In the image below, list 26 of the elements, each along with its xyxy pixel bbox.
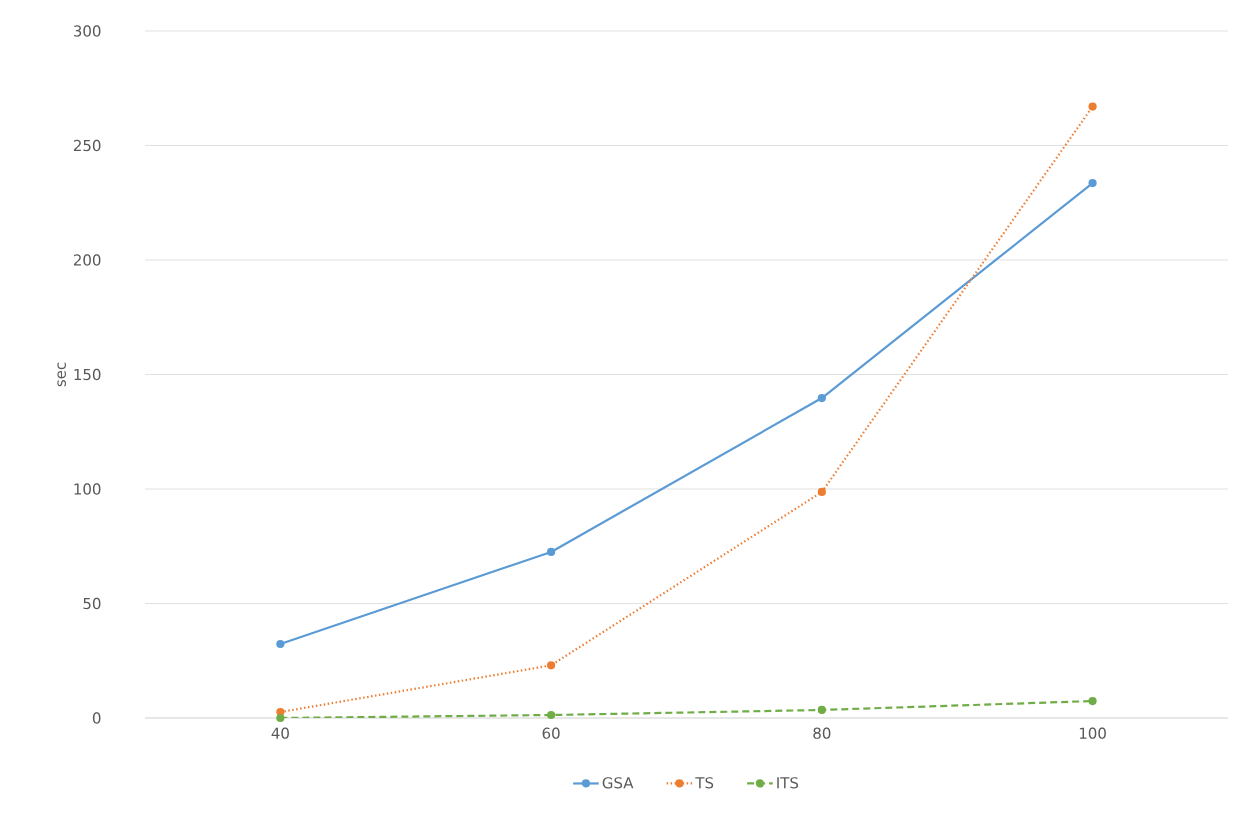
x-tick-label: 80	[813, 727, 831, 739]
y-tick-label: 100	[74, 483, 101, 495]
y-tick-label: 150	[74, 368, 101, 381]
y-axis-title: sec	[57, 362, 66, 387]
point	[276, 713, 285, 723]
point	[817, 487, 826, 497]
point	[1088, 696, 1097, 706]
point	[1088, 102, 1097, 111]
legend-label: TS	[695, 777, 714, 789]
point	[817, 705, 826, 715]
y-tick-label: 200	[73, 254, 101, 266]
x-tick-label: 40	[271, 727, 289, 739]
point	[1088, 178, 1097, 188]
point	[547, 547, 556, 557]
point	[276, 639, 285, 649]
x-tick-label: 100	[1079, 727, 1106, 739]
point	[817, 393, 826, 403]
y-tick-label: 300	[73, 25, 101, 37]
y-tick-label: 250	[73, 139, 101, 152]
point	[547, 661, 556, 670]
legend-label: GSA	[602, 777, 634, 789]
legend-label: ITS	[777, 777, 799, 789]
y-tick-label: 50	[83, 597, 101, 610]
x-tick-label: 60	[542, 727, 560, 739]
y-tick-label: 0	[92, 712, 101, 724]
point	[547, 710, 556, 720]
